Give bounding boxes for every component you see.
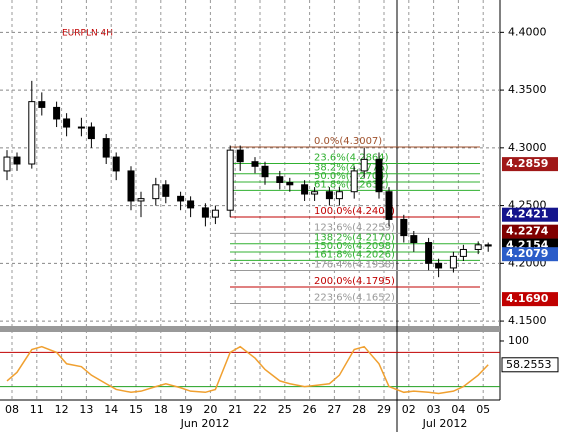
x-tick-label: 21 [228, 403, 242, 416]
candle-body [87, 126, 95, 140]
y-tick-label: 4.3000 [508, 141, 547, 154]
candle-body [236, 149, 244, 163]
fib-label: 150.0%(4.2098) [314, 241, 395, 252]
candle-body [459, 248, 467, 257]
candle-body [350, 170, 358, 193]
candle-body [484, 244, 492, 247]
price-tag-label: 4.2859 [506, 157, 548, 170]
x-tick-label: 08 [5, 403, 19, 416]
candle-body [474, 244, 482, 250]
candle-body [152, 184, 160, 200]
candle-body [112, 156, 120, 172]
candle-body [77, 126, 85, 129]
candle-body [425, 242, 433, 264]
oscillator-tag-label: 58.2553 [506, 358, 552, 371]
candle-body [28, 101, 36, 165]
candle-body [251, 161, 259, 167]
price-tag [502, 224, 558, 239]
candle-body [325, 191, 333, 200]
candle-body [301, 184, 309, 195]
candle-body [226, 149, 234, 211]
candle-body [375, 158, 383, 193]
y-tick-label: 4.1500 [508, 314, 547, 327]
x-tick-label: 04 [451, 403, 465, 416]
candle-body [63, 118, 71, 128]
candle-body [286, 181, 294, 186]
x-tick-label: 12 [55, 403, 69, 416]
x-tick-label: 25 [278, 403, 292, 416]
x-tick-label: 29 [377, 403, 391, 416]
candle-body [53, 106, 61, 120]
chart-title: EURPLN 4H [62, 29, 113, 39]
x-tick-label: 28 [352, 403, 366, 416]
price-tag-label: 4.2274 [506, 225, 549, 238]
candle-body [435, 262, 443, 269]
fib-label: 161.8%(4.2026) [314, 249, 395, 260]
candle-body [102, 138, 110, 158]
y-tick-label: 4.3500 [508, 83, 547, 96]
fib-label: 138.2%(4.2170) [314, 233, 395, 244]
fib-label: 200.0%(4.1795) [314, 276, 395, 287]
x-tick-label: 22 [253, 403, 267, 416]
x-tick-label: 26 [303, 403, 317, 416]
x-tick-label: 20 [203, 403, 217, 416]
candle-body [187, 200, 195, 209]
candle-body [449, 255, 457, 269]
price-tag [502, 247, 558, 262]
x-tick-label: 19 [179, 403, 193, 416]
x-tick-label: 02 [402, 403, 416, 416]
candle-body [211, 209, 219, 218]
price-tag [502, 292, 558, 307]
fib-label: 223.6%(4.1652) [314, 293, 395, 304]
oscillator-tag [501, 357, 559, 373]
month-label: Jun 2012 [180, 417, 230, 430]
x-tick-label: 11 [30, 403, 44, 416]
x-tick-label: 18 [154, 403, 168, 416]
fib-label: 123.6%(4.2259) [314, 222, 395, 233]
y-tick-label: 100 [508, 334, 529, 347]
candle-body [3, 156, 11, 172]
candle-body [38, 101, 46, 108]
candle-body [410, 235, 418, 244]
oscillator-line [6, 345, 489, 395]
candle-body [127, 170, 135, 202]
panel-separator [0, 326, 500, 332]
x-tick-label: 13 [79, 403, 93, 416]
x-tick-label: 03 [427, 403, 441, 416]
candle-body [261, 165, 269, 178]
fib-label: 38.2%(4.2776) [314, 163, 389, 174]
candle-body [360, 158, 368, 172]
x-tick-label: 14 [104, 403, 118, 416]
candle-body [201, 207, 209, 218]
fib-label: 23.6%(4.2864) [314, 153, 389, 164]
y-tick-label: 4.4000 [508, 25, 547, 38]
candle-body [177, 195, 185, 202]
price-tag-label: 4.1690 [506, 292, 549, 305]
candle-body [400, 218, 408, 237]
fib-label: 100.0%(4.2401) [314, 206, 395, 217]
fib-label: 0.0%(4.3007) [314, 136, 382, 147]
price-tag-label: 4.2079 [506, 247, 548, 260]
candle-body [13, 156, 21, 165]
x-tick-label: 05 [476, 403, 490, 416]
price-tag [502, 207, 558, 222]
candle-body [137, 198, 145, 202]
candle-body [311, 191, 319, 195]
month-label: Jul 2012 [422, 417, 468, 430]
price-tag [502, 157, 558, 172]
fib-label: 176.4%(4.1938) [314, 259, 395, 270]
candle-body [335, 191, 343, 200]
price-tag-label: 4.2421 [506, 208, 548, 221]
x-tick-label: 27 [327, 403, 341, 416]
candle-body [276, 176, 284, 183]
x-tick-label: 15 [129, 403, 143, 416]
candle-body [385, 191, 393, 220]
candle-body [162, 184, 170, 197]
